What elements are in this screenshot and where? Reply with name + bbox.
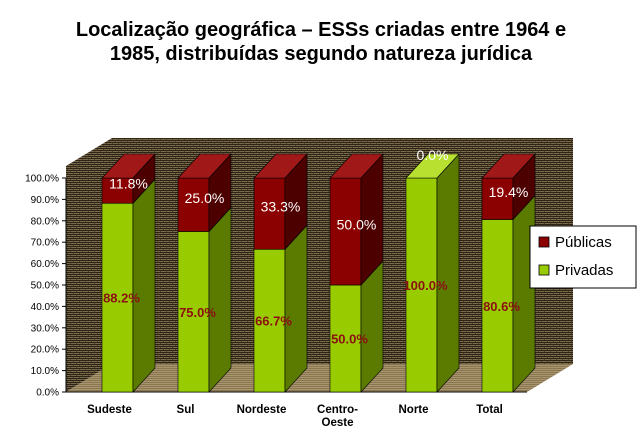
category-label: Norte xyxy=(398,404,428,416)
bar-group xyxy=(253,153,308,393)
y-tick-label: 40.0% xyxy=(31,302,59,313)
data-label-publicas: 0.0% xyxy=(417,147,449,163)
bar-group xyxy=(481,153,536,393)
data-label-privadas: 66.7% xyxy=(255,314,292,329)
bar-privadas-front xyxy=(329,284,362,393)
data-label-privadas: 100.0% xyxy=(403,278,448,293)
bar-publicas-front xyxy=(101,177,134,204)
y-tick-label: 80.0% xyxy=(31,216,59,227)
bar-group xyxy=(101,153,156,393)
y-tick-label: 60.0% xyxy=(31,259,59,270)
y-tick-label: 10.0% xyxy=(31,366,59,377)
y-axis: 0.0% 10.0% 20.0% 30.0% 40.0% 50.0% 60.0% 70.0% 8… xyxy=(25,174,527,399)
category-label: Total xyxy=(476,404,503,416)
category-label: Centro-Oeste xyxy=(317,404,358,429)
bar-privadas-front xyxy=(481,219,514,393)
y-tick-label: 20.0% xyxy=(31,345,59,356)
bar-group xyxy=(329,153,384,393)
bar-publicas-front xyxy=(481,177,514,220)
category-label-line: Sul xyxy=(177,404,195,416)
y-tick-label: 90.0% xyxy=(31,195,59,206)
bar-privadas xyxy=(101,178,156,393)
bar-publicas-top xyxy=(481,153,536,179)
bar-privadas-side xyxy=(208,206,232,393)
category-label: Nordeste xyxy=(237,404,287,416)
bar-group xyxy=(405,153,460,393)
bar-publicas-front xyxy=(329,177,362,286)
bar-privadas xyxy=(329,260,384,393)
data-label-publicas: 19.4% xyxy=(489,184,529,200)
bar-publicas-top xyxy=(329,153,384,179)
bar-group xyxy=(177,153,232,393)
data-label-publicas: 50.0% xyxy=(337,217,377,233)
category-label: Sudeste xyxy=(87,404,132,416)
data-label-privadas: 50.0% xyxy=(331,332,368,347)
bar-publicas xyxy=(253,153,308,251)
bar-privadas-side xyxy=(436,153,460,393)
bar-publicas xyxy=(101,153,156,205)
y-tick-label: 30.0% xyxy=(31,323,59,334)
category-label-line: Centro- xyxy=(317,404,358,416)
category-label-line: Nordeste xyxy=(237,404,287,416)
data-label-privadas: 80.6% xyxy=(483,299,520,314)
category-label-line: Sudeste xyxy=(87,404,132,416)
category-label: Sul xyxy=(177,404,195,416)
bar-privadas-side xyxy=(512,194,536,393)
data-label-privadas: 88.2% xyxy=(103,291,140,306)
chart-title-line-1: Localização geográfica – ESSs criadas en… xyxy=(75,19,567,41)
data-labels: 88.2% 11.8% 75.0% 25.0% 66.7% 33.3% 50.0% 50.0%… xyxy=(103,147,528,347)
legend-label-públicas: Públicas xyxy=(555,234,612,251)
bar-publicas xyxy=(177,153,232,233)
bar-publicas-top xyxy=(177,153,232,179)
bar-privadas-top xyxy=(405,153,460,179)
bar-privadas xyxy=(481,194,536,393)
bar-publicas-top xyxy=(253,153,308,179)
y-tick-label: 0.0% xyxy=(36,388,59,399)
bar-privadas xyxy=(253,224,308,393)
bar-privadas-side xyxy=(132,178,156,393)
bar-publicas-front xyxy=(177,177,210,232)
bar-publicas xyxy=(481,153,536,221)
bar-publicas xyxy=(329,153,384,286)
data-label-privadas: 75.0% xyxy=(179,305,216,320)
legend-box xyxy=(529,225,637,289)
legend: Públicas Privadas xyxy=(529,225,637,289)
data-label-publicas: 33.3% xyxy=(261,199,301,215)
data-label-publicas: 11.8% xyxy=(109,176,148,192)
category-label-line: Oeste xyxy=(322,417,354,429)
x-axis: Sudeste Sul Nordeste Centro-Oeste Norte Total xyxy=(87,404,503,429)
y-tick-label: 100.0% xyxy=(25,174,59,185)
bar-privadas-front xyxy=(177,231,210,393)
y-tick-label: 50.0% xyxy=(31,281,59,292)
bar-publicas-front xyxy=(253,177,286,250)
category-label-line: Total xyxy=(476,404,503,416)
bar-publicas-top xyxy=(101,153,156,179)
data-label-publicas: 25.0% xyxy=(185,190,225,206)
bar-privadas xyxy=(405,153,460,393)
legend-swatch-públicas xyxy=(538,236,550,248)
bars xyxy=(101,153,536,393)
bar-privadas-side xyxy=(284,224,308,393)
y-tick-label: 70.0% xyxy=(31,238,59,249)
chart-title-line-2: 1985, distribuídas segundo natureza jurí… xyxy=(109,43,533,65)
side-wall xyxy=(66,138,112,392)
legend-label-privadas: Privadas xyxy=(555,262,613,279)
chart-title: Localização geográfica – ESSs criadas en… xyxy=(0,18,642,66)
category-label-line: Norte xyxy=(398,404,428,416)
bar-privadas xyxy=(177,206,232,393)
legend-swatch-privadas xyxy=(538,264,550,276)
